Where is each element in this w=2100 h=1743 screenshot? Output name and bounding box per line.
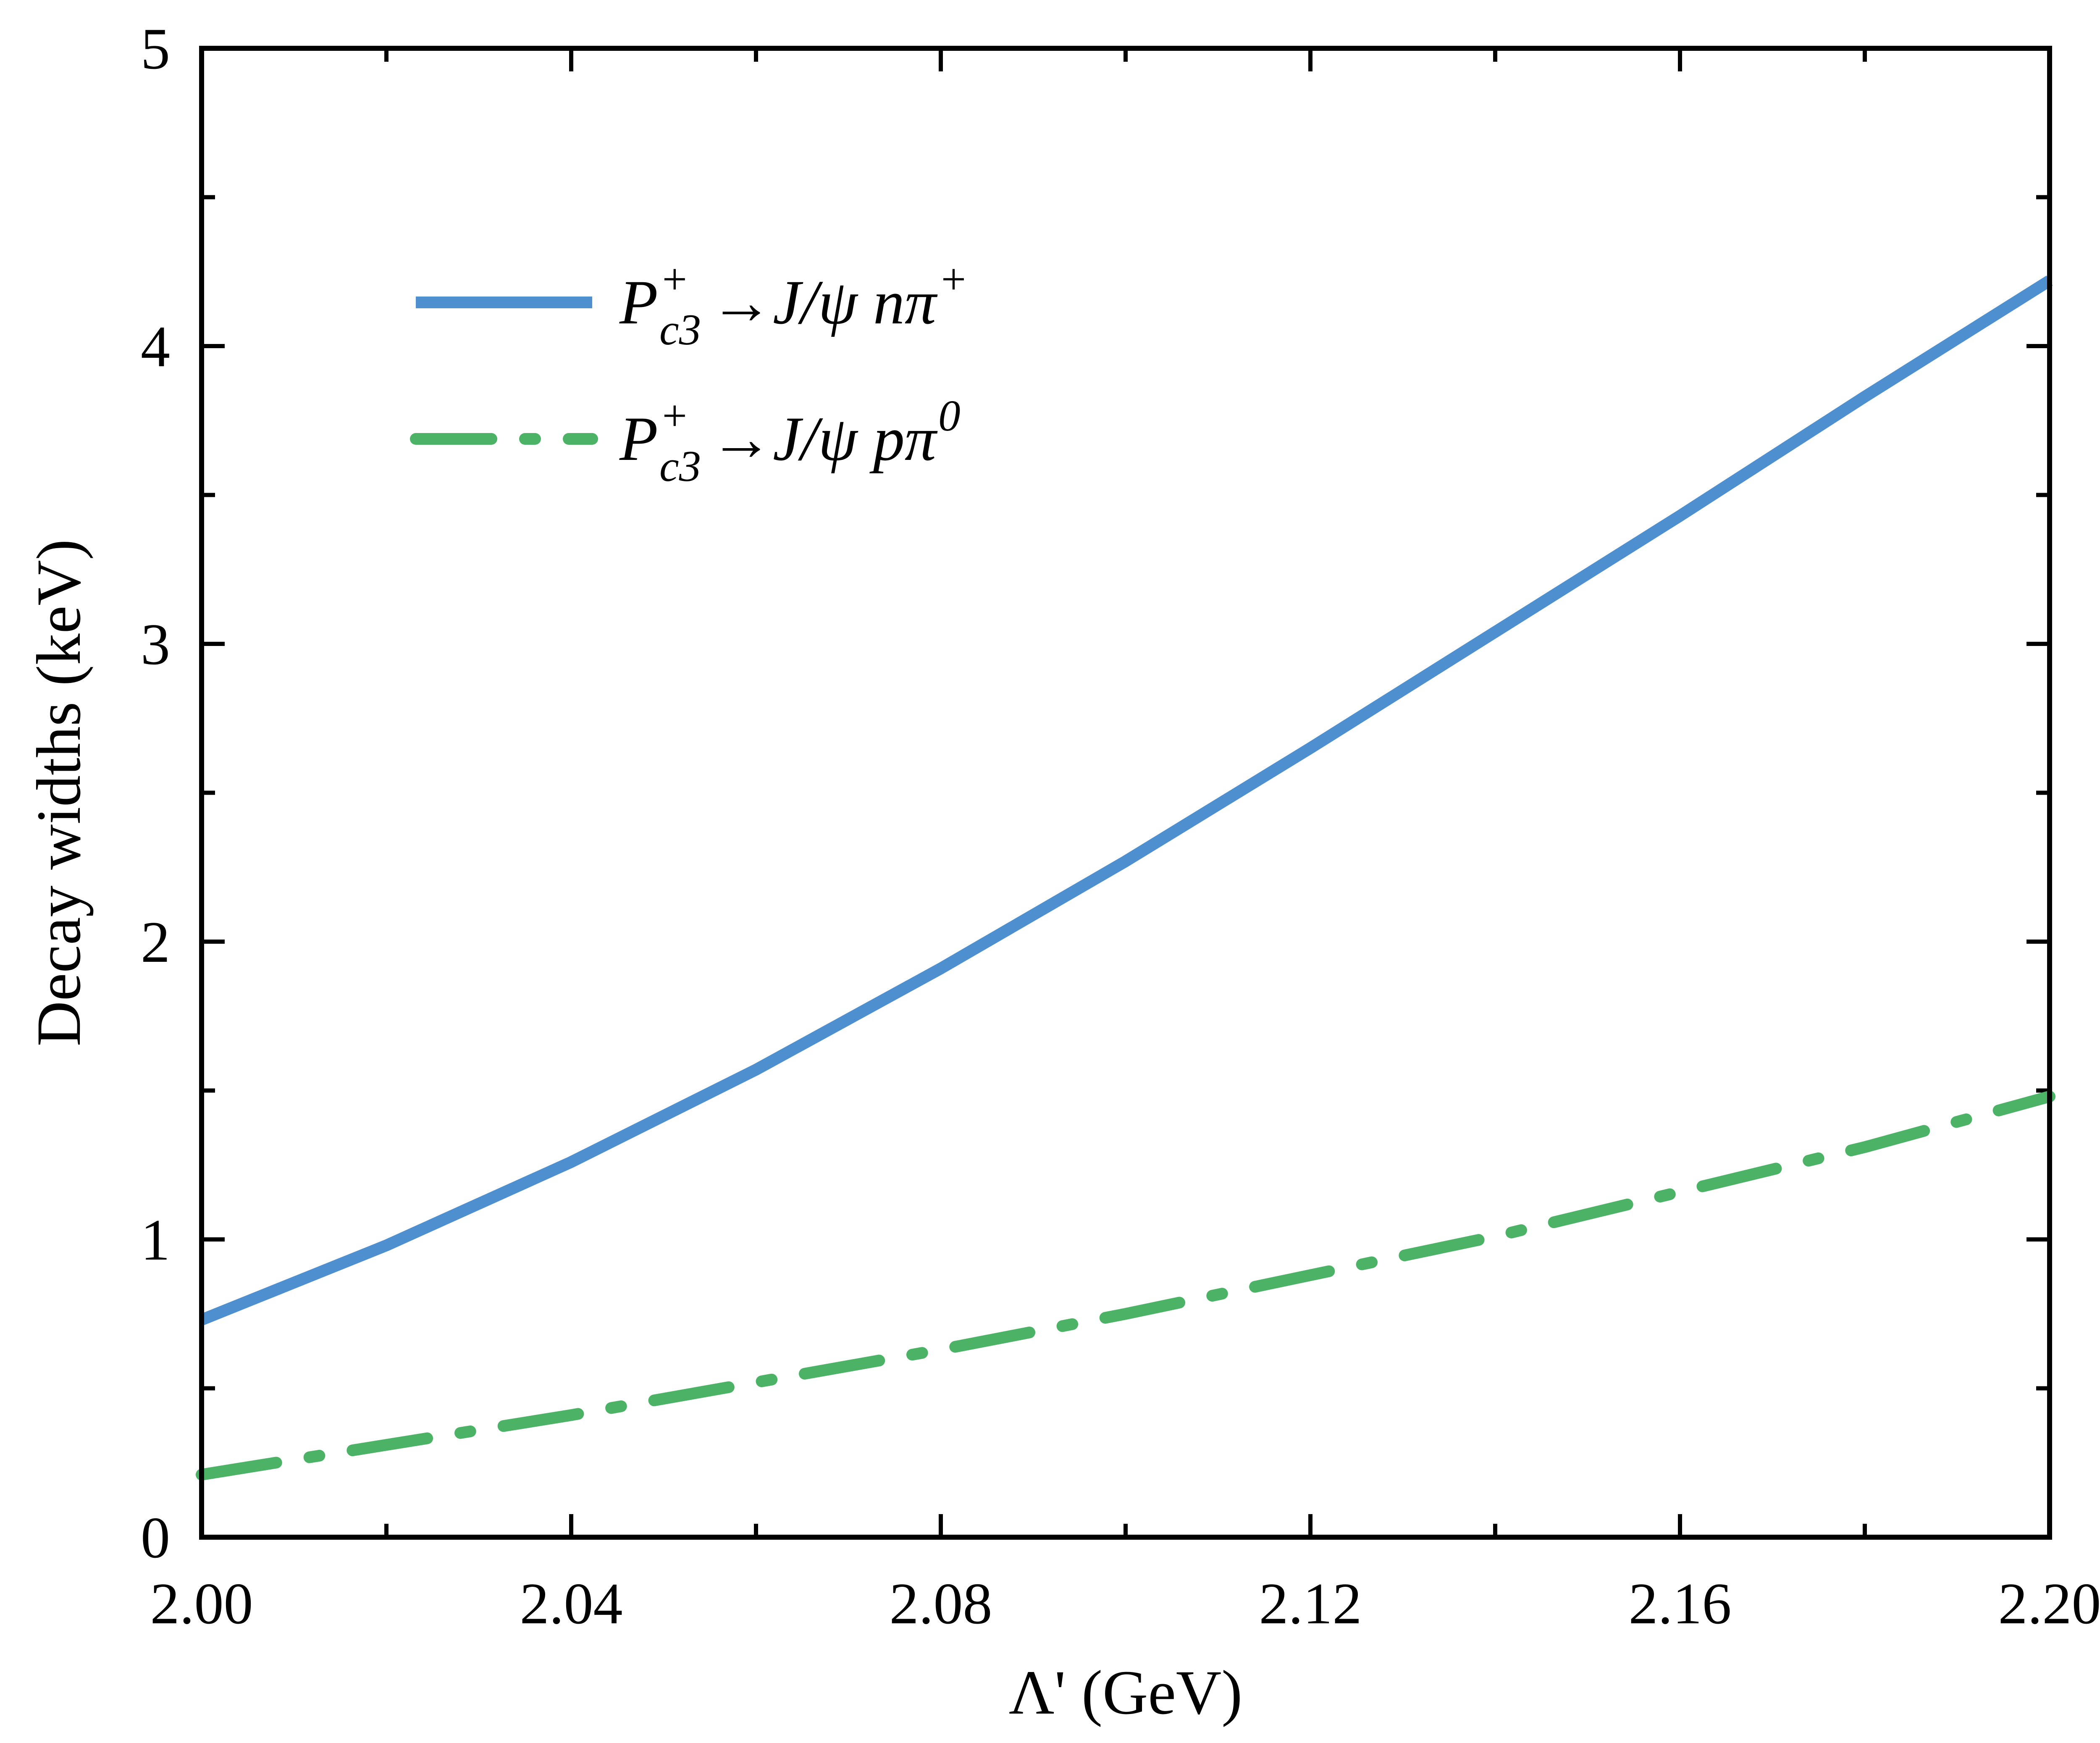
x-tick-label: 2.08 — [890, 1571, 992, 1636]
y-tick-label: 3 — [141, 612, 170, 677]
x-tick-label: 2.16 — [1629, 1571, 1732, 1636]
legend: P +c3 →J/ψ nπ +P +c3 →J/ψ pπ 0 — [410, 255, 968, 491]
legend-label-sup-2: + — [659, 391, 689, 440]
legend-label-main-1: P — [619, 268, 658, 337]
x-axis-title: Λ' (GeV) — [1009, 1658, 1242, 1727]
series-lines — [196, 276, 2055, 1481]
legend-label-main-2: P — [619, 404, 658, 474]
y-tick-label: 5 — [141, 16, 170, 81]
y-tick-label: 0 — [141, 1505, 170, 1570]
x-tick-label: 2.00 — [150, 1571, 253, 1636]
axis-tick-labels: 2.00 2.04 2.08 2.12 2.16 2.20 0 1 2 3 4 5 — [141, 16, 2100, 1636]
series-line-2 — [196, 1090, 2055, 1481]
legend-label-sup-1: + — [659, 255, 689, 304]
legend-label-rest-1: →J/ψ nπ — [710, 268, 938, 337]
plot-frame — [199, 46, 2052, 1540]
x-tick-label: 2.04 — [520, 1571, 623, 1636]
legend-label-rest-2: →J/ψ pπ — [710, 404, 938, 474]
series-line-1 — [199, 276, 2053, 1326]
y-tick-label: 2 — [141, 910, 170, 975]
legend-label-rest-sup-2: 0 — [938, 391, 961, 440]
y-tick-label: 1 — [141, 1208, 170, 1273]
x-tick-label: 2.20 — [1998, 1571, 2100, 1636]
y-tick-label: 4 — [141, 314, 170, 379]
x-tick-label: 2.12 — [1259, 1571, 1362, 1636]
y-axis-title: Decay widths (keV) — [24, 539, 94, 1047]
legend-label-rest-sup-1: + — [938, 255, 968, 304]
legend-label-sub-1: c3 — [659, 305, 701, 354]
legend-label-sub-2: c3 — [659, 441, 701, 491]
